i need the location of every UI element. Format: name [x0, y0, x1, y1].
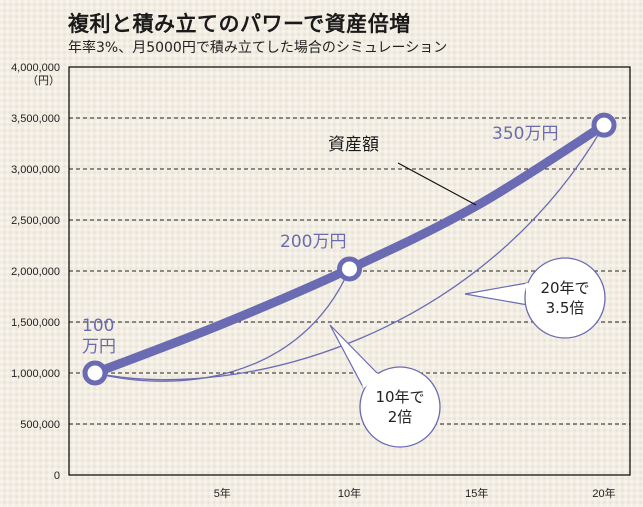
x-tick-label: 15年 [465, 486, 488, 500]
marker-layer [82, 112, 617, 386]
callout-10y-text: 10年で [375, 388, 424, 406]
callout-20y-bubble [524, 257, 606, 339]
growth-arcs [94, 124, 605, 382]
y-tick-label: 0 [54, 470, 60, 482]
marker-label-start-unit: 万円 [82, 337, 116, 357]
y-tick-label: 3,500,000 [11, 113, 60, 125]
callout-10y-bubble [359, 366, 441, 448]
callout-20y-pointer [464, 282, 529, 306]
y-tick-label: 2,000,000 [11, 266, 60, 278]
callout-20y-text: 20年で [540, 279, 589, 297]
growth-arc-10y [94, 268, 351, 382]
x-axis-ticks: 5年 10年 15年 20年 [214, 486, 616, 500]
data-point-marker [337, 256, 362, 282]
series-label-leader [397, 162, 477, 206]
y-axis-ticks: 0 500,000 1,000,000 1,500,000 2,000,000 2,500… [11, 62, 60, 482]
data-point-marker [591, 112, 617, 138]
marker-label-20y: 350万円 [492, 124, 558, 144]
x-tick-label: 10年 [338, 486, 361, 500]
series-label-asset-value: 資産額 [328, 135, 379, 155]
y-tick-label: 4,000,000 [11, 62, 60, 74]
plot-frame [68, 66, 631, 476]
y-axis-unit: （円） [27, 74, 60, 87]
x-tick-label: 5年 [214, 486, 231, 500]
marker-label-start: 100 [82, 316, 114, 336]
callouts: 10年で 2倍 20年で 3.5倍 [329, 257, 606, 448]
y-tick-label: 3,000,000 [11, 164, 60, 176]
chart-title: 複利と積み立てのパワーで資産倍増 [68, 12, 411, 36]
y-tick-label: 1,000,000 [11, 368, 60, 380]
callout-10y-text: 2倍 [388, 408, 413, 426]
x-tick-label: 20年 [592, 486, 615, 500]
y-tick-label: 2,500,000 [11, 215, 60, 227]
growth-arc-20y [94, 124, 605, 381]
callout-10y-joint [362, 372, 379, 389]
data-point-marker [82, 360, 108, 386]
y-tick-label: 500,000 [20, 419, 60, 431]
callout-20y-joint [525, 282, 530, 306]
y-tick-label: 1,500,000 [11, 317, 60, 329]
callout-20y-text: 3.5倍 [546, 299, 585, 317]
chart-subtitle: 年率3%、月5000円で積み立てした場合のシミュレーション [68, 40, 448, 56]
series-line-asset-value [90, 120, 609, 378]
series-layer [90, 120, 609, 378]
grid-layer [69, 117, 630, 425]
marker-label-10y: 200万円 [280, 232, 346, 252]
